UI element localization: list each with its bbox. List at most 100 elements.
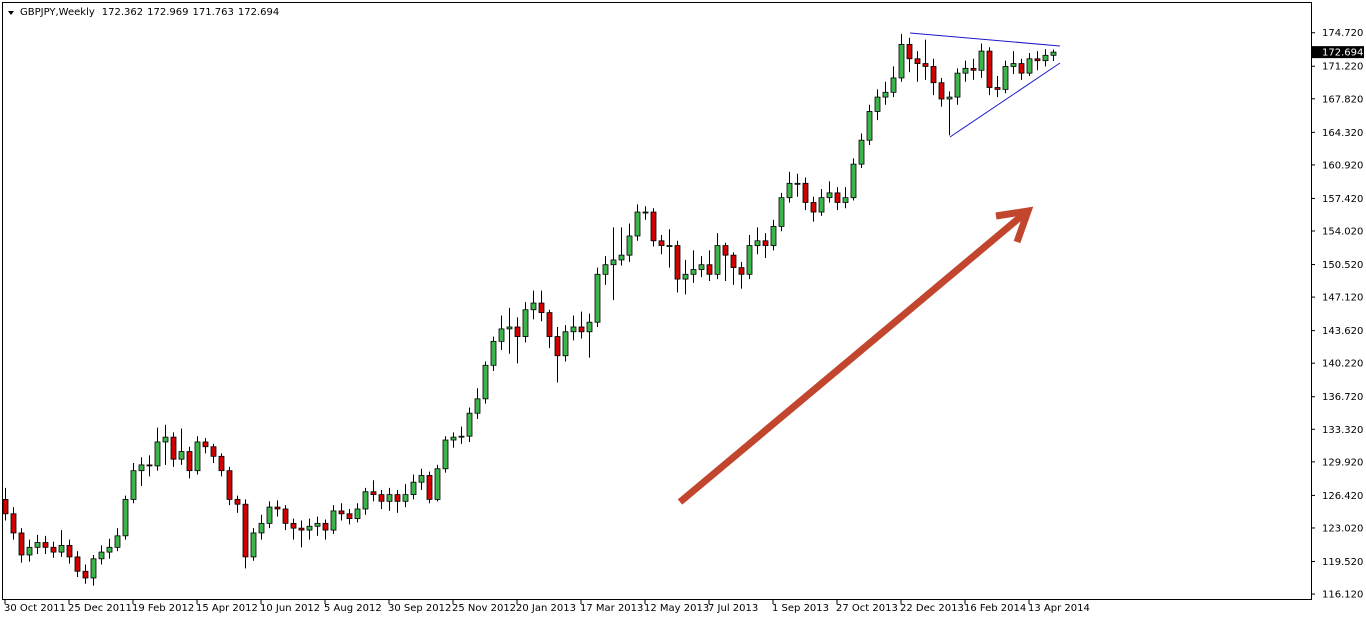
candle-body bbox=[914, 58, 921, 64]
y-tick-label: 164.320 bbox=[1322, 128, 1363, 139]
candle-body bbox=[98, 551, 105, 560]
candle-body bbox=[370, 491, 377, 496]
candle-body bbox=[138, 464, 145, 472]
candle-body bbox=[1018, 63, 1025, 74]
candle-body bbox=[122, 499, 129, 537]
candle-body bbox=[698, 264, 705, 270]
candle-body bbox=[82, 570, 89, 579]
candle-body bbox=[962, 67, 969, 74]
last-price-label: 172.694 bbox=[1322, 48, 1363, 59]
header-close: 172.694 bbox=[238, 7, 279, 18]
y-tick-label: 154.020 bbox=[1322, 227, 1363, 238]
candle-body bbox=[194, 441, 201, 472]
candle-body bbox=[90, 558, 97, 579]
candle-body bbox=[458, 435, 465, 438]
candle-body bbox=[346, 513, 353, 519]
candle-body bbox=[970, 67, 977, 71]
candle-body bbox=[218, 455, 225, 472]
candle-body bbox=[402, 494, 409, 502]
candle-body bbox=[282, 508, 289, 524]
candle-body bbox=[186, 451, 193, 472]
candle-body bbox=[690, 269, 697, 275]
candle-body bbox=[994, 87, 1001, 90]
y-tick-label: 136.720 bbox=[1322, 392, 1363, 403]
candle-body bbox=[298, 527, 305, 531]
candle-body bbox=[802, 182, 809, 203]
y-tick-label: 143.620 bbox=[1322, 326, 1363, 337]
candle-body bbox=[314, 522, 321, 527]
candle-body bbox=[242, 503, 249, 558]
y-tick-label: 167.820 bbox=[1322, 94, 1363, 105]
candle-body bbox=[362, 491, 369, 510]
arrow-shaft bbox=[677, 211, 1027, 505]
candle-body bbox=[530, 302, 537, 311]
marks bbox=[2, 33, 1057, 586]
x-tick-label: 15 Apr 2012 bbox=[196, 603, 258, 614]
candle-body bbox=[442, 439, 449, 470]
candle-body bbox=[874, 96, 881, 112]
candle-body bbox=[810, 202, 817, 213]
candle-body bbox=[322, 522, 329, 531]
candle-body bbox=[10, 513, 17, 534]
lower-trendline bbox=[949, 62, 1061, 138]
x-tick-label: 10 Jun 2012 bbox=[260, 603, 320, 614]
x-tick-label: 12 May 2013 bbox=[644, 603, 709, 614]
header: GBPJPY,Weekly 172.362 172.969 171.763 172.69… bbox=[20, 7, 279, 18]
candle-body bbox=[258, 522, 265, 534]
candle-body bbox=[378, 494, 385, 502]
candle-body bbox=[146, 464, 153, 467]
candle-body bbox=[234, 499, 241, 505]
candle-body bbox=[642, 211, 649, 214]
candle-body bbox=[42, 542, 49, 548]
x-tick-label: 17 Mar 2013 bbox=[580, 603, 643, 614]
candle-body bbox=[682, 273, 689, 280]
y-tick-label: 160.920 bbox=[1322, 160, 1363, 171]
candle-body bbox=[34, 542, 41, 548]
candle-body bbox=[162, 436, 169, 443]
x-tick-label: 13 Apr 2014 bbox=[1028, 603, 1090, 614]
x-tick-label: 22 Dec 2013 bbox=[900, 603, 964, 614]
candle-body bbox=[466, 412, 473, 437]
candle-body bbox=[434, 468, 441, 500]
candle-body bbox=[490, 340, 497, 366]
candle-body bbox=[250, 532, 257, 558]
y-tick-label: 174.720 bbox=[1322, 28, 1363, 39]
x-tick-label: 27 Oct 2013 bbox=[836, 603, 898, 614]
candle-body bbox=[1010, 63, 1017, 67]
candle-body bbox=[706, 264, 713, 275]
candle-body bbox=[130, 470, 137, 500]
plot-frame bbox=[2, 2, 1312, 600]
candle-body bbox=[898, 44, 905, 79]
candle-body bbox=[386, 494, 393, 502]
candle-body bbox=[650, 211, 657, 242]
upper-trendline bbox=[909, 32, 1061, 47]
candle-body bbox=[858, 139, 865, 165]
candle-body bbox=[626, 235, 633, 256]
x-tick-label: 30 Sep 2012 bbox=[388, 603, 451, 614]
x-tick-label: 25 Dec 2011 bbox=[68, 603, 132, 614]
y-tick-label: 123.020 bbox=[1322, 523, 1363, 534]
y-tick-label: 171.220 bbox=[1322, 62, 1363, 73]
candle-body bbox=[74, 556, 81, 572]
candle-body bbox=[714, 245, 721, 275]
candle-body bbox=[666, 245, 673, 247]
candle-body bbox=[762, 240, 769, 246]
candle-body bbox=[746, 245, 753, 275]
x-tick-label: 30 Oct 2011 bbox=[4, 603, 66, 614]
candle-body bbox=[794, 182, 801, 185]
menu-triangle bbox=[8, 11, 14, 15]
candle-body bbox=[450, 436, 457, 441]
candle-body bbox=[202, 441, 209, 448]
candle-body bbox=[498, 328, 505, 342]
arrow bbox=[677, 206, 1034, 505]
header-high: 172.969 bbox=[147, 7, 188, 18]
x-tick-label: 25 Nov 2012 bbox=[452, 603, 516, 614]
candle-body bbox=[1026, 58, 1033, 74]
candle-body bbox=[306, 525, 313, 531]
candle-body bbox=[290, 522, 297, 529]
candle-body bbox=[954, 72, 961, 98]
candle-body bbox=[338, 510, 345, 515]
x-tick-label: 20 Jan 2013 bbox=[516, 603, 576, 614]
arrow-head bbox=[995, 206, 1034, 244]
y-tick-label: 157.420 bbox=[1322, 194, 1363, 205]
